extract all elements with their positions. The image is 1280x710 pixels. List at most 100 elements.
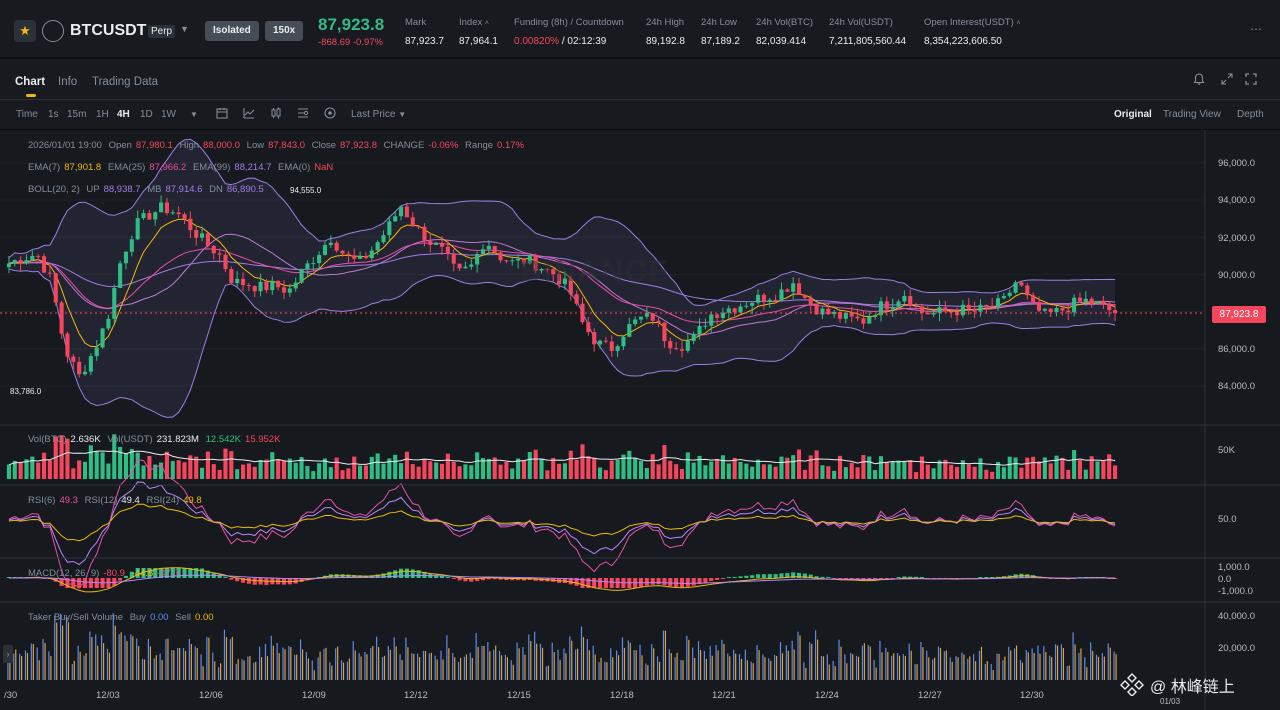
fullscreen-icon[interactable]: [1244, 72, 1258, 86]
taker-sell-bar: [366, 654, 368, 680]
volume-bar: [1066, 469, 1071, 479]
view-depth[interactable]: Depth: [1237, 109, 1264, 120]
candle-body: [720, 312, 725, 318]
tab-chart[interactable]: Chart: [15, 76, 46, 88]
macd-bar: [358, 575, 363, 578]
taker-sell-bar: [893, 653, 895, 680]
stat-24h-vol-usdt-value: 7,211,805,560.44: [829, 36, 907, 47]
taker-sell-bar: [436, 659, 438, 680]
volume-bar: [808, 455, 813, 479]
volume-bar: [223, 448, 228, 479]
active-tab-indicator: [26, 94, 36, 97]
collapse-panel-arrow-icon[interactable]: ›: [3, 645, 13, 663]
timeframe-1w[interactable]: 1W: [161, 109, 176, 120]
volume-bar: [545, 470, 550, 479]
view-trading-view[interactable]: Trading View: [1163, 109, 1221, 120]
taker-buy-bar: [727, 653, 729, 680]
expand-icon[interactable]: [1220, 72, 1234, 86]
macd-bar: [381, 573, 386, 578]
favorite-star-icon[interactable]: ★: [14, 20, 36, 42]
candle-body: [1025, 285, 1030, 296]
volume-bar: [188, 455, 193, 479]
volume-bar: [843, 467, 848, 479]
candle-body: [878, 301, 884, 316]
taker-buy-bar: [422, 650, 425, 680]
view-original[interactable]: Original: [1114, 109, 1152, 120]
taker-buy-bar: [785, 645, 787, 680]
taker-buy-bar: [48, 651, 50, 680]
timeframe-more-chevron-icon[interactable]: ▼: [190, 110, 198, 119]
chart-canvas[interactable]: [0, 130, 1280, 710]
margin-mode-button[interactable]: Isolated: [205, 21, 259, 41]
price-source-select[interactable]: Last Price ▼: [351, 109, 407, 120]
volume-bar: [668, 460, 673, 479]
leverage-button[interactable]: 150x: [265, 21, 304, 41]
taker-sell-bar: [9, 660, 11, 680]
taker-sell-bar: [1092, 650, 1094, 680]
taker-buy-bar: [961, 652, 963, 680]
symbol-dropdown-chevron-icon[interactable]: ▼: [180, 24, 189, 34]
price-change: -868.69 -0.97%: [318, 37, 383, 48]
taker-sell-bar: [986, 661, 988, 680]
volume-bar: [71, 468, 76, 479]
more-options-icon[interactable]: ⋯: [1250, 22, 1262, 36]
timeframe-15m[interactable]: 15m: [67, 109, 87, 120]
candle-body: [293, 282, 298, 289]
macd-bar: [720, 578, 725, 579]
candle-body: [1066, 310, 1071, 313]
volume-bar: [802, 469, 807, 479]
macd-dea-line: [8, 574, 1116, 584]
volume-bar: [955, 466, 960, 479]
timeframe-1d[interactable]: 1D: [140, 109, 153, 120]
candle-body: [767, 299, 772, 302]
volume-bar: [1054, 455, 1059, 479]
taker-buy-bar: [949, 657, 951, 680]
taker-buy-bar: [317, 657, 319, 680]
taker-buy-bar: [469, 652, 471, 680]
volume-bar: [732, 457, 737, 479]
calendar-icon[interactable]: [215, 106, 229, 120]
taker-sell-bar: [588, 650, 590, 680]
stat-24h-vol-btc-label: 24h Vol(BTC): [756, 17, 814, 28]
tab-info[interactable]: Info: [58, 76, 78, 88]
settings-list-icon[interactable]: [296, 106, 310, 120]
macd-bar: [59, 578, 64, 586]
taker-buy-bar: [1031, 648, 1033, 680]
candle-type-icon[interactable]: [269, 106, 283, 120]
taker-sell-bar: [1010, 650, 1012, 680]
volume-bar: [129, 449, 134, 479]
volume-bar: [615, 459, 620, 479]
indicator-icon[interactable]: [242, 106, 256, 120]
taker-sell-bar: [225, 637, 228, 680]
taker-sell-bar: [653, 648, 655, 680]
taker-buy-bar: [820, 656, 823, 680]
kline-chart[interactable]: [0, 130, 1280, 710]
taker-sell-bar: [372, 646, 374, 680]
timeframe-1h[interactable]: 1H: [96, 109, 109, 120]
candle-body: [100, 328, 105, 348]
candle-body: [147, 213, 152, 220]
taker-sell-bar: [1103, 656, 1105, 680]
candle-body: [773, 299, 778, 301]
timeframe-4h[interactable]: 4H: [117, 109, 130, 120]
taker-sell-bar: [934, 657, 936, 680]
timeframe-time[interactable]: Time: [16, 109, 38, 120]
taker-buy-bar: [598, 662, 600, 680]
symbol-name[interactable]: BTCUSDT: [70, 22, 147, 39]
candle-body: [539, 269, 544, 271]
taker-buy-bar: [399, 654, 401, 680]
taker-sell-bar: [395, 646, 397, 680]
alert-bell-icon[interactable]: [1192, 72, 1206, 86]
tab-trading-data[interactable]: Trading Data: [92, 76, 159, 88]
volume-bar: [82, 461, 88, 479]
volume-bar: [656, 464, 661, 479]
draw-tool-icon[interactable]: [323, 106, 337, 120]
macd-bar: [258, 578, 263, 585]
timeframe-1s[interactable]: 1s: [48, 109, 59, 120]
taker-sell-bar: [623, 647, 626, 680]
bollinger-upper-line: [8, 138, 1116, 306]
volume-bar: [925, 464, 930, 479]
pane-separators: [0, 130, 1280, 710]
macd-bar: [896, 577, 901, 578]
taker-sell-bar: [740, 658, 743, 680]
